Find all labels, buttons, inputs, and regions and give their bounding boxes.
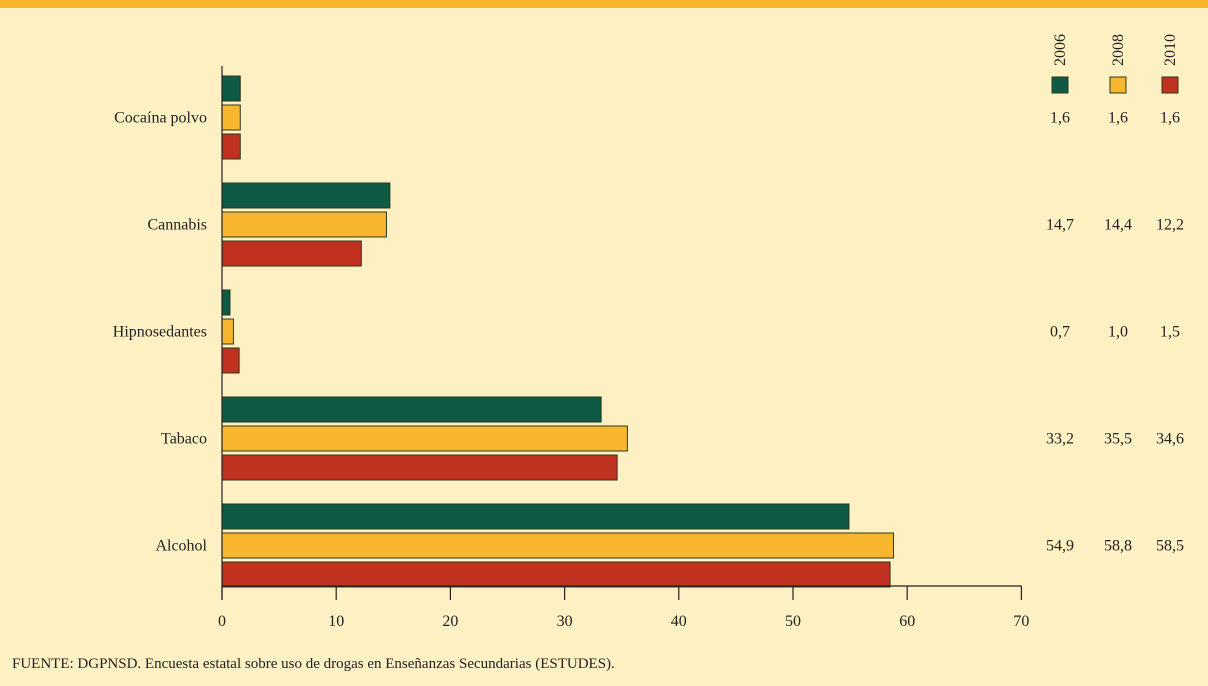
bar-tabaco-2006 — [221, 396, 602, 423]
bar-alcohol-2008 — [221, 532, 894, 559]
value-label: 54,9 — [1046, 538, 1074, 555]
category-label: Tabaco — [161, 431, 207, 448]
value-label: 0,7 — [1050, 324, 1070, 341]
value-label: 1,6 — [1160, 110, 1180, 127]
value-label: 12,2 — [1156, 217, 1184, 234]
bar-hipnosedantes-2010 — [221, 347, 240, 374]
legend-swatch-2008 — [1109, 76, 1127, 94]
bar-cocaina-polvo-2006 — [221, 75, 241, 102]
value-label: 14,4 — [1104, 217, 1132, 234]
legend-year-label: 2010 — [1162, 34, 1179, 66]
bar-alcohol-2006 — [221, 503, 850, 530]
bar-tabaco-2010 — [221, 454, 618, 481]
value-label: 1,6 — [1050, 110, 1070, 127]
x-tick-label: 0 — [218, 613, 226, 630]
bar-cocaina-polvo-2010 — [221, 133, 241, 160]
x-tick-label: 30 — [557, 613, 573, 630]
x-tick-label: 20 — [442, 613, 458, 630]
x-tick-label: 50 — [785, 613, 801, 630]
value-label: 35,5 — [1104, 431, 1132, 448]
value-label: 58,8 — [1104, 538, 1132, 555]
category-label: Hipnosedantes — [113, 324, 207, 341]
top-band — [0, 0, 1208, 8]
value-label: 58,5 — [1156, 538, 1184, 555]
value-label: 1,5 — [1160, 324, 1180, 341]
x-tick-label: 40 — [671, 613, 687, 630]
bar-hipnosedantes-2008 — [221, 318, 234, 345]
legend-year-label: 2006 — [1052, 34, 1069, 66]
legend-swatch-2006 — [1051, 76, 1069, 94]
x-tick-label: 70 — [1013, 613, 1029, 630]
bar-tabaco-2008 — [221, 425, 628, 452]
value-label: 33,2 — [1046, 431, 1074, 448]
legend-year-label: 2008 — [1110, 34, 1127, 66]
value-label: 1,0 — [1108, 324, 1128, 341]
bar-cannabis-2006 — [221, 182, 391, 209]
value-label: 1,6 — [1108, 110, 1128, 127]
bar-hipnosedantes-2006 — [221, 289, 231, 316]
value-label: 14,7 — [1046, 217, 1074, 234]
bar-cocaina-polvo-2008 — [221, 104, 241, 131]
legend-swatch-2010 — [1161, 76, 1179, 94]
category-label: Alcohol — [155, 538, 207, 555]
bar-alcohol-2010 — [221, 561, 891, 588]
bar-cannabis-2008 — [221, 211, 387, 238]
source-note: FUENTE: DGPNSD. Encuesta estatal sobre u… — [12, 656, 615, 672]
x-tick-label: 10 — [328, 613, 344, 630]
x-tick-label: 60 — [899, 613, 915, 630]
category-label: Cocaína polvo — [114, 110, 207, 127]
category-label: Cannabis — [147, 217, 207, 234]
value-label: 34,6 — [1156, 431, 1184, 448]
bar-cannabis-2010 — [221, 240, 362, 267]
